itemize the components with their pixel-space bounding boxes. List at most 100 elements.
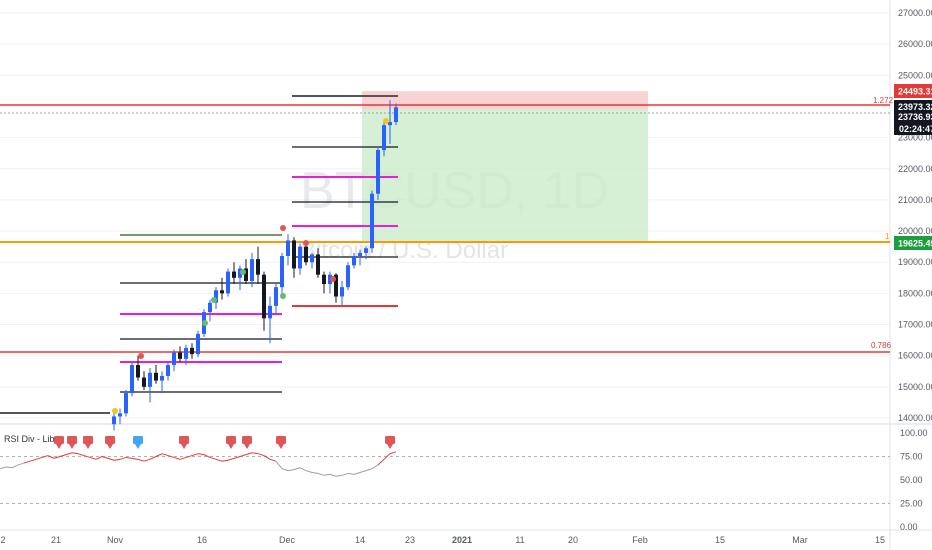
candle-body [268,305,272,319]
divergence-marker-tip [69,444,75,449]
candle-body [184,347,188,359]
time-tick: Feb [632,535,648,545]
candle-body [220,290,224,294]
rsi-line-segment [383,453,391,460]
rsi-line-segment [179,456,187,460]
price-tick: 16000.00 [898,351,932,361]
indicator-label[interactable]: RSI Div - Lib [4,434,55,444]
rsi-line-segment [305,470,313,473]
price-tick: 17000.00 [898,320,932,330]
rsi-line-segment [95,456,103,460]
rsi-line-segment [293,467,301,471]
candle-body [190,347,194,355]
signal-dot [330,276,336,282]
candle-body [244,268,248,281]
fib-label-1: 1 [885,232,890,241]
rsi-line-segment [233,456,241,459]
candle-body [136,365,140,378]
rsi-line-segment [263,455,271,460]
svg-text:19625.49: 19625.49 [898,239,932,249]
candle-body [250,259,254,281]
candle-body [394,107,398,123]
divergence-marker-tip [228,444,234,449]
candle-body [328,274,332,285]
candle-body [322,274,326,285]
rsi-line-segment [23,460,31,464]
divergence-marker [133,436,143,444]
price-tick: 14000.00 [898,413,932,423]
rsi-line-segment [203,454,211,458]
time-axis[interactable]: 2 21 Nov 16 Dec 14 23 2021 11 20 Feb 15 Mar 15 [0,535,885,545]
fib-label-1272: 1.272 [873,96,894,105]
candle-body [154,372,158,381]
price-axis[interactable]: 14000.00 15000.00 16000.00 17000.00 18000.00… [898,8,932,423]
rsi-line-segment [209,456,217,460]
candle-body [346,265,350,288]
drawn-level-segments[interactable] [0,95,398,414]
time-tick: 11 [515,535,524,545]
candle-body [160,375,164,381]
last-price-badge: 23973.32 [894,100,932,113]
candle-body [304,246,308,263]
time-tick: Dec [279,535,296,545]
countdown-badge: 02:24:47 [894,122,932,135]
rsi-tick: 75.00 [900,452,923,462]
rsi-line-segment [17,462,25,466]
rsi-line-segment [59,454,67,457]
rsi-line-segment [335,474,343,477]
rsi-line-segment [215,458,223,462]
price-tick: 22000.00 [898,164,932,174]
rsi-tick: 100.00 [900,428,928,438]
divergence-marker-tip [387,444,393,449]
rsi-line-segment [245,452,253,456]
candle-body [310,254,314,263]
signal-dot [240,269,246,275]
candle-body [334,274,338,297]
rsi-line-segment [269,458,277,462]
rsi-line-segment [239,454,247,457]
divergence-marker-tip [244,444,250,449]
rsi-line-segment [0,466,7,470]
fib-levels[interactable] [0,104,890,353]
price-tick: 23000.00 [898,133,932,143]
divergence-marker-tip [181,444,187,449]
divergence-marker [226,436,236,444]
time-tick: 16 [197,535,207,545]
rsi-line-segment [281,468,289,472]
rsi-line-segment [137,458,145,462]
candle-body [148,372,152,387]
stop-loss-zone[interactable] [362,91,648,110]
divergence-marker [385,436,395,444]
rsi-line-segment [191,453,199,457]
rsi-tick: 25.00 [900,499,923,509]
divergence-marker [105,436,115,444]
time-tick: 20 [568,535,578,545]
rsi-line-segment [173,456,181,460]
rsi-line-segment [371,464,379,470]
rsi-line-segment [185,455,193,458]
rsi-line-segment [131,457,139,460]
price-tick: 20000.00 [898,226,932,236]
candle-body [196,333,200,355]
rsi-line-segment [251,452,259,455]
candle-body [298,246,302,269]
candle-body [172,352,176,366]
rsi-line-segment [389,451,397,455]
price-tick: 19000.00 [898,257,932,267]
take-profit-zone[interactable] [362,109,648,243]
signal-dot [112,408,118,414]
rsi-line-segment [347,472,355,475]
candle-body [178,352,182,359]
rsi-line-segment [113,458,121,461]
svg-text:02:24:47: 02:24:47 [899,124,932,134]
rsi-line-segment [323,473,331,476]
rsi-line-segment [107,457,115,461]
candle-body [130,365,134,394]
candle-body [340,287,344,297]
price-tick: 25000.00 [898,70,932,80]
rsi-line-segment [167,455,175,458]
candle-body [352,256,356,266]
candle-body [358,252,362,256]
